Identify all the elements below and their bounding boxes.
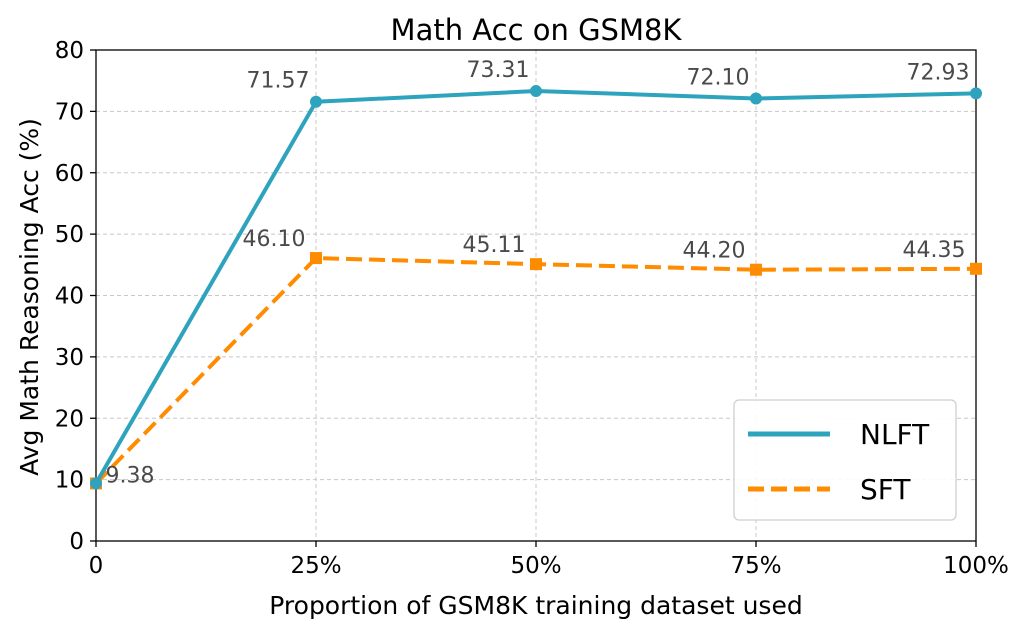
legend: NLFT SFT <box>733 399 957 521</box>
y-tick-label: 30 <box>55 345 84 371</box>
marker-nlft <box>750 92 762 105</box>
x-axis-label: Proportion of GSM8K training dataset use… <box>269 591 802 620</box>
legend-label-nlft: NLFT <box>860 418 930 451</box>
data-labels-layer: 9.38 71.57 73.31 72.10 72.93 46.10 45.11 44.20 4… <box>106 58 970 488</box>
data-label-nlft: 71.57 <box>247 69 310 94</box>
marker-sft <box>530 258 542 271</box>
y-tick-label: 80 <box>55 38 84 64</box>
legend-box <box>733 399 957 521</box>
data-label-nlft: 72.93 <box>907 60 970 85</box>
data-label-sft: 44.20 <box>683 239 746 264</box>
y-tick-label: 10 <box>55 468 84 494</box>
y-tick-label: 60 <box>55 161 84 187</box>
y-axis-label: Avg Math Reasoning Acc (%) <box>15 118 44 476</box>
series-layer <box>90 85 982 490</box>
marker-sft <box>310 252 322 265</box>
marker-nlft <box>310 95 322 108</box>
y-tick-label: 20 <box>55 406 84 432</box>
axes-layer: 0 10 20 30 40 50 60 70 80 0 25% 50% 75% 100% <box>55 38 1009 579</box>
data-label-nlft: 72.10 <box>687 65 750 90</box>
marker-sft <box>970 262 982 275</box>
marker-nlft <box>970 87 982 100</box>
data-label-sft: 44.35 <box>903 238 966 263</box>
x-tick-label: 0 <box>89 553 104 579</box>
x-tick-label: 100% <box>943 553 1009 579</box>
y-tick-label: 50 <box>55 222 84 248</box>
x-tick-label: 50% <box>510 553 561 579</box>
marker-nlft <box>90 477 102 490</box>
data-label-sft: 46.10 <box>243 227 306 252</box>
marker-nlft <box>530 85 542 98</box>
marker-sft <box>750 263 762 276</box>
y-tick-label: 40 <box>55 284 84 310</box>
x-tick-label: 75% <box>730 553 781 579</box>
data-label-sft: 45.11 <box>463 233 526 258</box>
y-tick-label: 0 <box>69 529 84 555</box>
data-label-nlft: 73.31 <box>467 58 530 83</box>
y-tick-label: 70 <box>55 99 84 125</box>
legend-label-sft: SFT <box>860 473 911 506</box>
chart-title: Math Acc on GSM8K <box>391 13 683 47</box>
x-tick-label: 25% <box>290 553 341 579</box>
data-label-nlft: 9.38 <box>106 463 155 488</box>
